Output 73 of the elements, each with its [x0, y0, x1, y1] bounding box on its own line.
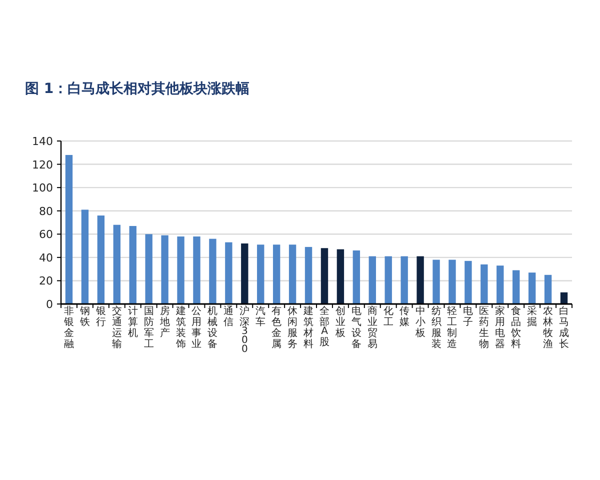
y-tick-label: 80	[39, 204, 53, 218]
x-tick-label: 建筑材料	[302, 305, 314, 350]
bar	[320, 248, 328, 304]
x-tick-label: 白马成长	[559, 305, 570, 350]
x-tick-label: 公用事业	[192, 305, 202, 350]
bar	[65, 154, 73, 304]
y-tick-label: 100	[32, 182, 53, 195]
bar	[496, 266, 504, 304]
x-tick-label: 非银金融	[62, 305, 74, 350]
x-tick-label: 全部A股	[319, 305, 330, 348]
bar	[400, 256, 408, 304]
bar	[544, 274, 552, 304]
bar	[448, 260, 456, 304]
bar	[384, 256, 392, 304]
bar	[288, 244, 296, 304]
bar	[352, 250, 360, 304]
bar	[304, 246, 312, 304]
x-tick-label: 商业贸易	[367, 305, 378, 350]
x-tick-label: 建筑装饰	[174, 305, 186, 350]
bar	[480, 264, 488, 304]
bar	[97, 216, 105, 304]
x-tick-label: 电子	[463, 305, 474, 328]
y-tick-label: 120	[32, 158, 53, 172]
x-tick-label: 医药生物	[479, 306, 490, 350]
bar	[368, 256, 376, 304]
bar	[129, 226, 136, 304]
x-tick-label: 轻工制造	[447, 305, 458, 350]
bar	[209, 238, 216, 304]
x-tick-label: 农林牧渔	[542, 306, 554, 350]
bar	[432, 260, 440, 304]
bar	[81, 210, 89, 304]
x-tick-label: 国防军工	[144, 306, 154, 350]
x-tick-label: 房地产	[158, 305, 170, 339]
chart-title: 图 1：白马成长相对其他板块涨跌幅	[25, 81, 250, 97]
x-tick-label: 计算机	[128, 305, 138, 339]
x-tick-label: 钢铁	[78, 306, 90, 328]
y-tick-label: 40	[39, 251, 53, 264]
x-tick-label: 采掘	[527, 305, 538, 328]
x-tick-label: 交通运输	[112, 305, 122, 350]
bar	[336, 249, 344, 304]
y-tick-label: 20	[39, 274, 53, 288]
x-tick-label: 中小板	[414, 305, 426, 339]
y-tick-label: 0	[46, 298, 53, 311]
y-tick-label: 60	[39, 228, 53, 242]
x-tick-label: 创业板	[334, 305, 346, 339]
x-tick-label: 银行	[94, 306, 106, 328]
bar	[464, 260, 472, 304]
bar	[113, 224, 120, 304]
x-tick-label: 机械设备	[208, 305, 218, 350]
bar	[193, 236, 200, 304]
x-tick-label: 家用电器	[495, 305, 506, 350]
bar	[512, 270, 520, 304]
x-tick-label: 汽车	[256, 305, 266, 328]
bar	[145, 234, 152, 304]
x-tick-label: 纺织服装	[431, 305, 442, 350]
x-tick-label: 有色金属	[272, 305, 282, 350]
bar	[560, 292, 568, 304]
x-tick-label: 化工	[383, 305, 394, 328]
x-tick-label: 沪深300	[240, 305, 250, 355]
x-tick-label: 电气设备	[351, 305, 362, 350]
bar	[225, 242, 232, 304]
bar	[257, 244, 264, 304]
x-tick-label: 休闲服务	[288, 306, 298, 350]
bar	[177, 236, 184, 304]
bar	[272, 244, 280, 304]
x-tick-label: 传媒	[399, 306, 410, 328]
x-tick-label: 食品饮料	[510, 305, 522, 350]
bar	[528, 272, 536, 304]
bar	[161, 235, 168, 304]
y-tick-label: 140	[32, 135, 53, 148]
bar	[241, 243, 248, 304]
bar	[416, 256, 424, 304]
x-tick-label: 通信	[224, 305, 234, 328]
